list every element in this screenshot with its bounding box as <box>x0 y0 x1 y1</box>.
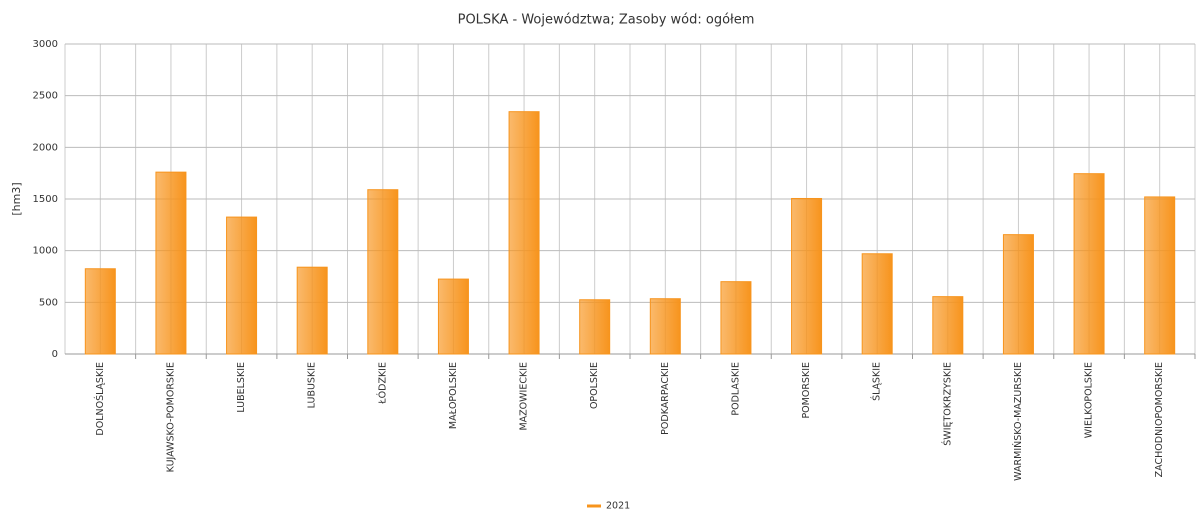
x-tick-label: WARMIŃSKO-MAZURSKIE <box>1012 362 1024 481</box>
bar <box>791 197 823 355</box>
x-tick-label: ŚWIĘTOKRZYSKIE <box>941 362 953 446</box>
bar <box>367 189 399 355</box>
bar <box>84 268 116 355</box>
chart-title: POLSKA - Województwa; Zasoby wód: ogółem <box>458 13 755 28</box>
bar <box>155 171 187 355</box>
x-tick-label: PODKARPACKIE <box>660 362 671 435</box>
y-tick-label: 1500 <box>33 194 58 205</box>
y-tick-label: 0 <box>52 349 58 360</box>
bar <box>720 281 752 355</box>
bar <box>437 278 469 355</box>
x-tick-label: LUBELSKIE <box>236 362 247 413</box>
bar <box>932 296 964 355</box>
y-tick-label: 2000 <box>33 142 58 153</box>
bar <box>296 266 328 355</box>
legend-label: 2021 <box>606 501 630 511</box>
x-tick-label: POMORSKIE <box>801 362 812 419</box>
y-tick-label: 1000 <box>33 246 58 257</box>
x-tick-label: KUJAWSKO-POMORSKIE <box>165 362 176 472</box>
bar <box>226 216 258 355</box>
x-tick-label: MAZOWIECKIE <box>519 362 530 431</box>
bar <box>508 111 540 355</box>
x-tick-label: MAŁOPOLSKIE <box>448 362 459 429</box>
x-tick-label: PODLASKIE <box>730 362 741 416</box>
x-tick-label: ŁÓDZKIE <box>376 362 388 405</box>
x-tick-label: LUBUSKIE <box>307 362 318 408</box>
y-axis-label: [hm3] <box>10 182 23 215</box>
x-tick-label: OPOLSKIE <box>589 362 600 409</box>
bar <box>861 253 893 355</box>
bar <box>1073 173 1105 355</box>
x-tick-label: ZACHODNIOPOMORSKIE <box>1154 362 1165 477</box>
y-tick-label: 3000 <box>33 39 58 50</box>
x-tick-label: WIELKOPOLSKIE <box>1084 362 1095 438</box>
bar <box>1144 196 1176 355</box>
bar <box>579 299 611 355</box>
bar <box>1002 234 1034 355</box>
x-tick-label: DOLNOŚLĄSKIE <box>94 362 106 436</box>
x-tick-label: ŚLĄSKIE <box>871 362 883 401</box>
y-tick-label: 2500 <box>33 91 58 102</box>
y-tick-label: 500 <box>39 297 58 308</box>
bar <box>649 298 681 355</box>
